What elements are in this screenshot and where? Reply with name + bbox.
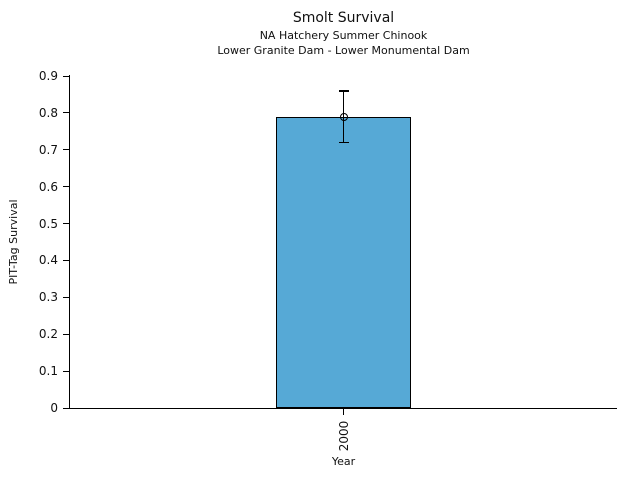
y-tick-mark (63, 223, 70, 225)
y-tick-mark (63, 186, 70, 188)
y-tick-mark (63, 296, 70, 298)
y-tick-mark (63, 75, 70, 77)
y-tick-label: 0.7 (38, 142, 58, 157)
x-axis-label: Year (331, 455, 356, 468)
chart-title: Smolt Survival (292, 10, 395, 26)
y-tick-mark (63, 149, 70, 151)
bar (276, 116, 411, 408)
chart-subtitle-line2: Lower Granite Dam - Lower Monumental Dam (217, 44, 470, 57)
y-tick-label: 0.3 (38, 290, 58, 305)
y-tick-mark (63, 259, 70, 261)
y-tick-label: 0.8 (38, 105, 58, 120)
y-tick-label: 0.6 (38, 179, 58, 194)
y-tick-label: 0.1 (38, 364, 58, 379)
y-tick-mark (63, 112, 70, 114)
point-marker-circle (339, 112, 348, 121)
y-tick-label: 0 (50, 401, 58, 415)
y-tick-mark (63, 333, 70, 335)
error-bar-cap-bottom (338, 141, 349, 144)
y-tick-mark (63, 407, 70, 409)
x-tick-label: 2000 (336, 420, 351, 452)
error-bar-cap-top (338, 90, 349, 92)
y-axis-spine (69, 75, 70, 409)
x-tick-mark (343, 408, 344, 415)
y-tick-label: 0.9 (38, 69, 58, 83)
chart-subtitle-line1: NA Hatchery Summer Chinook (259, 29, 428, 42)
y-tick-mark (63, 370, 70, 372)
y-tick-label: 0.5 (38, 216, 58, 231)
y-tick-label: 0.2 (38, 327, 58, 342)
y-tick-label: 0.4 (38, 253, 58, 268)
